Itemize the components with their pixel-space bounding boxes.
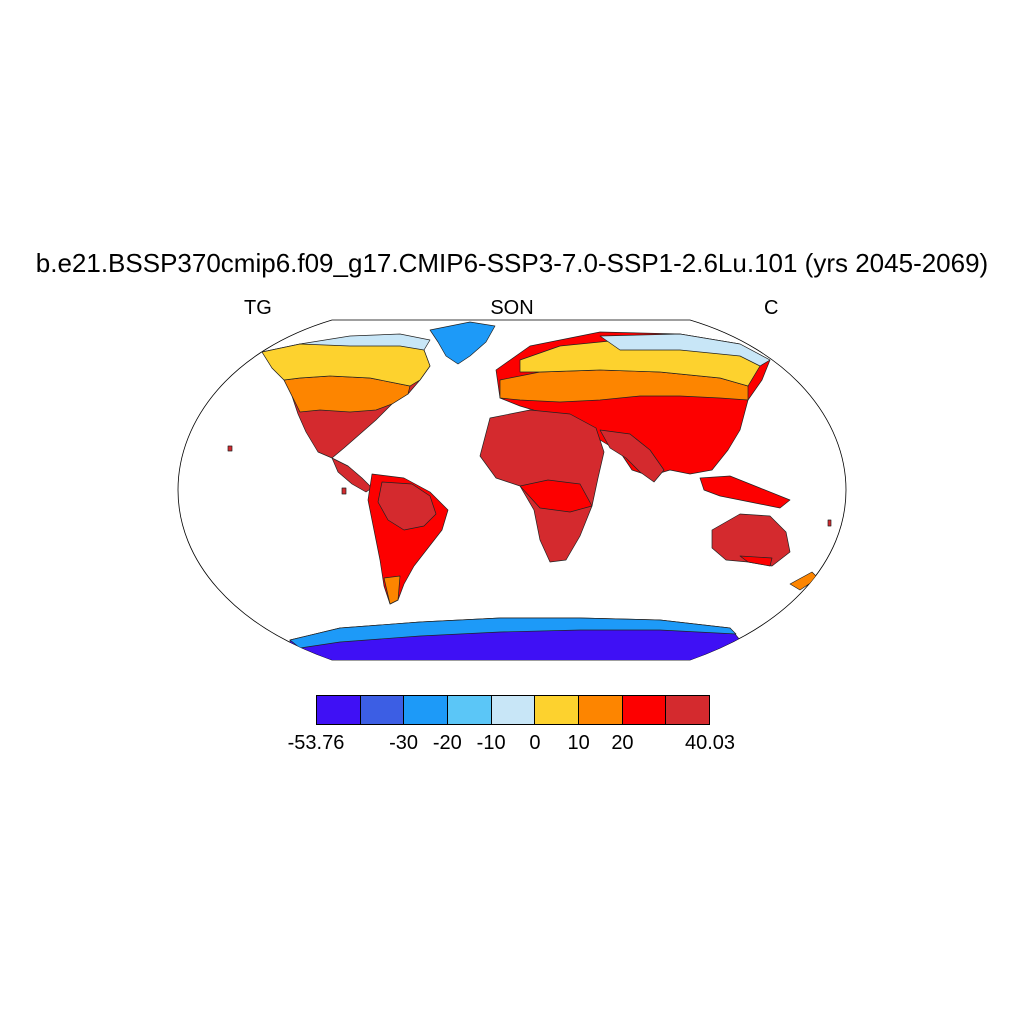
antarctica-coast-band [289,617,737,649]
units-label: C [764,297,779,319]
colorbar-tick-label: 0 [529,732,541,754]
colorbar-swatch-4 [491,696,536,724]
pacific-island-1 [227,445,233,452]
colorbar-swatch-1 [360,696,405,724]
southeast-asia-islands [699,475,791,509]
colorbar-tick-label: -53.76 [287,732,345,754]
season-label: SON [490,297,534,319]
colorbar-tick-label: -10 [476,732,506,754]
south-america-hot-core [377,481,437,531]
colorbar-tick-label: 20 [611,732,634,754]
colorbar-tick-label: 10 [567,732,590,754]
colorbar-swatch-0 [317,696,361,724]
australia-region [711,513,791,567]
colorbar-swatch-5 [535,696,580,724]
colorbar-swatch-2 [404,696,449,724]
variable-label: TG [244,297,272,319]
pacific-island-2 [341,487,347,495]
south-asia-region [599,429,665,483]
greenland-region [429,321,496,365]
colorbar [316,695,710,725]
colorbar-swatch-3 [448,696,492,724]
arctic-canada-band [299,333,431,351]
colorbar-tick-label: 40.03 [684,732,736,754]
australia-south-band [739,555,773,567]
colorbar-swatch-6 [579,696,623,724]
colorbar-swatch-7 [622,696,667,724]
patagonia-band [383,575,401,605]
pacific-island-3 [827,519,832,527]
siberia-cold-band [599,333,771,367]
colorbar-swatch-8 [666,696,710,724]
colorbar-tick-label: -30 [389,732,418,754]
map-title: b.e21.BSSP370cmip6.f09_g17.CMIP6-SSP3-7.… [35,248,989,278]
africa-equatorial-band [519,479,593,513]
colorbar-tick-label: -20 [432,732,462,754]
central-america-region [331,457,373,493]
